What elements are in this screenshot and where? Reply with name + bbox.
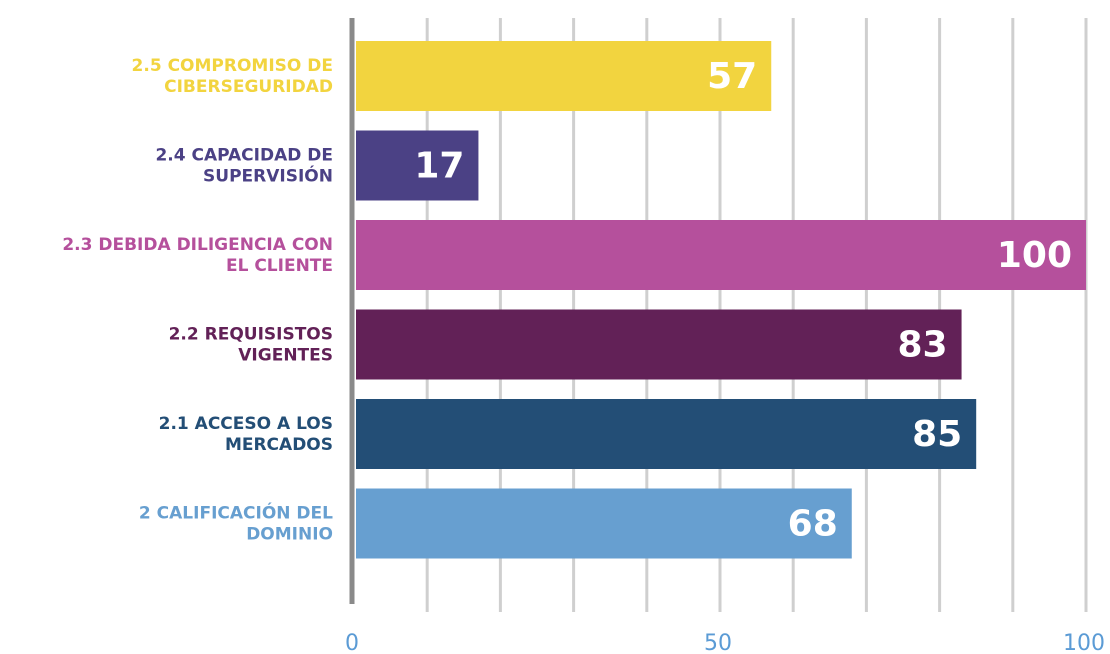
value-label: 68	[788, 504, 838, 545]
value-label: 100	[997, 235, 1072, 276]
category-label: MERCADOS	[225, 435, 333, 455]
category-label: 2 CALIFICACIÓN DEL	[139, 502, 333, 524]
bar	[356, 220, 1086, 290]
x-tick-label: 100	[1063, 631, 1105, 654]
category-label: SUPERVISIÓN	[203, 165, 333, 187]
value-label: 83	[897, 325, 947, 366]
bar	[356, 488, 852, 559]
value-label: 57	[707, 56, 757, 97]
x-tick-label: 50	[704, 631, 732, 654]
value-label: 85	[912, 414, 962, 455]
category-label: VIGENTES	[238, 346, 333, 366]
category-label: EL CLIENTE	[226, 256, 333, 276]
category-label: CIBERSEGURIDAD	[164, 77, 333, 97]
category-label: 2.4 CAPACIDAD DE	[155, 146, 333, 166]
bar	[356, 399, 977, 469]
category-label: 2.1 ACCESO A LOS	[159, 414, 333, 434]
category-label: 2.5 COMPROMISO DE	[132, 56, 333, 76]
category-label: DOMINIO	[246, 525, 333, 545]
value-label: 17	[414, 146, 464, 187]
category-label: 2.2 REQUISISTOS	[169, 325, 333, 345]
x-tick-label: 0	[345, 631, 359, 654]
category-label: 2.3 DEBIDA DILIGENCIA CON	[62, 235, 333, 255]
bar	[356, 309, 962, 380]
bar	[356, 41, 772, 111]
bar	[356, 130, 479, 201]
